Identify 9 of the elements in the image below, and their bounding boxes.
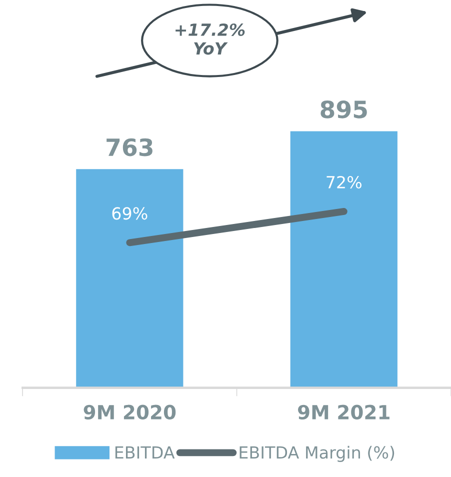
data-label: 763 (106, 138, 152, 156)
x-tick-label: 9M 2020 (84, 404, 176, 420)
data-label: 72% (326, 176, 362, 189)
legend-label: EBITDA (115, 446, 175, 459)
text: +17.2% YoY (176, 23, 245, 55)
data-label: 69% (112, 207, 148, 220)
legend-label: EBITDA Margin (%) (240, 446, 394, 462)
x-tick-label: 9M 2021 (298, 404, 390, 420)
data-label: 895 (320, 100, 367, 118)
